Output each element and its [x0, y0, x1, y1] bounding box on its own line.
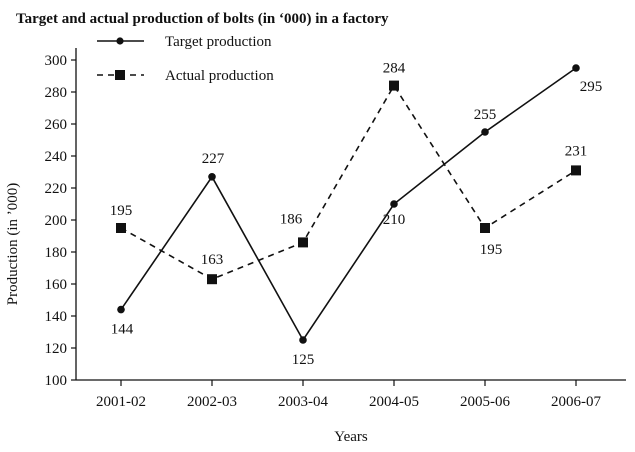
data-point-target	[117, 305, 125, 314]
data-label-target: 125	[292, 352, 315, 368]
data-label-actual: 186	[280, 211, 303, 227]
data-point-actual	[116, 223, 126, 233]
data-label-target: 255	[474, 107, 497, 123]
legend-marker-square	[115, 70, 125, 80]
y-tick-label: 120	[45, 341, 68, 357]
data-label-actual: 284	[383, 61, 406, 77]
x-tick-label: 2002-03	[187, 394, 237, 410]
data-label-target: 295	[580, 79, 603, 95]
x-tick-label: 2006-07	[551, 394, 601, 410]
legend: Target production Actual production	[97, 34, 274, 84]
legend-item-target: Target production	[97, 34, 272, 50]
data-point-actual	[480, 223, 490, 233]
y-tick-label: 100	[45, 373, 68, 389]
data-labels: 144 227 125 210 255 295 195 163 186 284 195 231	[110, 61, 603, 368]
legend-item-actual: Actual production	[97, 68, 274, 84]
legend-label-actual: Actual production	[165, 68, 274, 84]
data-point-target	[572, 64, 580, 72]
data-point-actual	[571, 165, 581, 176]
data-label-actual: 195	[480, 242, 503, 258]
series-line-target	[120, 67, 577, 342]
x-tick-label: 2003-04	[278, 394, 328, 410]
x-axis-label: Years	[334, 429, 368, 445]
y-tick-label: 200	[45, 213, 68, 229]
data-point-target	[299, 336, 307, 344]
data-label-target: 210	[383, 212, 406, 228]
y-tick-label: 280	[45, 85, 68, 101]
data-label-actual: 195	[110, 203, 133, 219]
y-axis-ticks: 100 120 140 160 180 200 220 240 260 280 300	[45, 53, 76, 389]
x-tick-label: 2004-05	[369, 394, 419, 410]
data-label-target: 227	[202, 151, 225, 167]
data-point-target	[481, 128, 489, 136]
series-layer	[116, 64, 581, 344]
data-point-actual	[389, 80, 399, 91]
data-point-target	[390, 200, 398, 208]
data-point-actual	[298, 237, 308, 248]
legend-label-target: Target production	[165, 34, 272, 50]
data-label-actual: 163	[201, 252, 224, 268]
y-tick-label: 180	[45, 245, 68, 261]
y-tick-label: 160	[45, 277, 68, 293]
series-line-actual	[120, 84, 577, 281]
x-axis-ticks: 2001-02 2002-03 2003-04 2004-05 2005-06 2006-…	[96, 380, 601, 410]
y-tick-label: 300	[45, 53, 68, 69]
chart-title: Target and actual production of bolts (i…	[16, 11, 389, 27]
y-tick-label: 220	[45, 181, 68, 197]
data-point-actual	[207, 274, 217, 285]
y-tick-label: 240	[45, 149, 68, 165]
data-label-target: 144	[111, 322, 134, 338]
legend-marker-circle	[116, 37, 124, 45]
data-label-actual: 231	[565, 143, 588, 159]
data-point-target	[208, 173, 216, 181]
y-tick-label: 260	[45, 117, 68, 133]
x-tick-label: 2005-06	[460, 394, 510, 410]
y-axis-label: Production (in ’000)	[5, 183, 21, 305]
x-tick-label: 2001-02	[96, 394, 146, 410]
y-tick-label: 140	[45, 309, 68, 325]
